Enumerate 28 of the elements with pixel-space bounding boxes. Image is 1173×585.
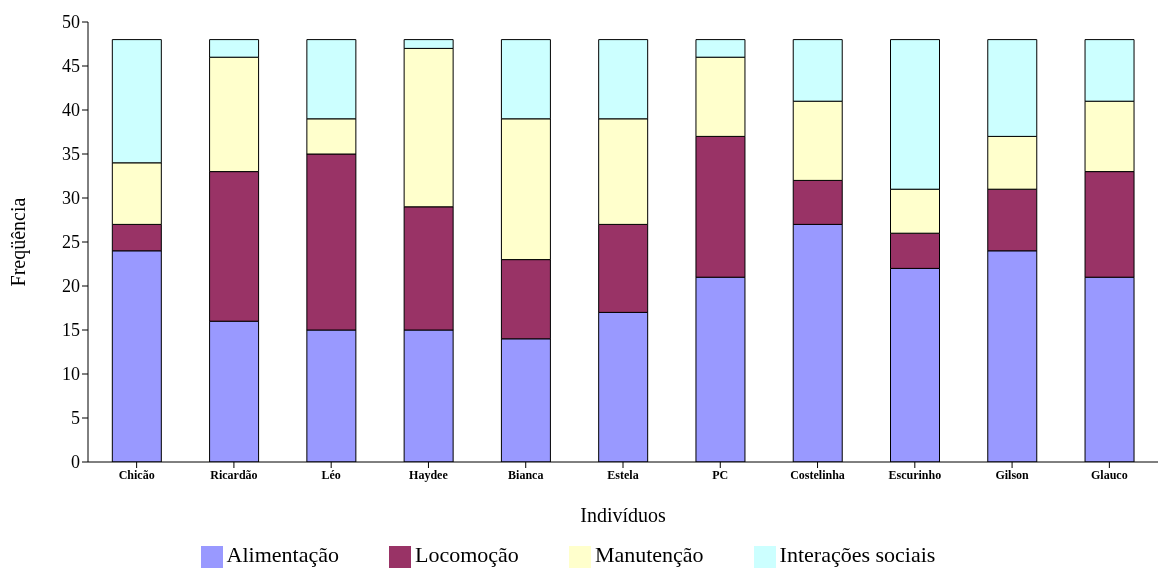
legend-label: Manutenção bbox=[594, 542, 704, 567]
y-tick-label: 5 bbox=[71, 408, 80, 429]
legend-label: Locomoção bbox=[415, 542, 519, 567]
y-tick-label: 35 bbox=[62, 144, 80, 165]
x-tick-label: Bianca bbox=[508, 467, 544, 482]
y-tick-label: 50 bbox=[62, 12, 80, 33]
legend-label: Interações sociais bbox=[779, 542, 936, 567]
y-tick-label: 45 bbox=[62, 56, 80, 77]
x-tick-label: Estela bbox=[607, 467, 639, 482]
legend-label: Alimentação bbox=[226, 542, 340, 567]
x-tick-label: Costelinha bbox=[790, 467, 845, 482]
y-tick-label: 25 bbox=[62, 232, 80, 253]
x-tick-label: Ricardão bbox=[210, 467, 258, 482]
y-axis-title: Freqüência bbox=[7, 197, 31, 287]
x-tick-label: Gilson bbox=[995, 467, 1030, 482]
x-tick-label: Escurinho bbox=[888, 467, 942, 482]
x-tick-label: Chicão bbox=[118, 467, 155, 482]
y-tick-label: 30 bbox=[62, 188, 80, 209]
y-tick-label: 15 bbox=[62, 320, 80, 341]
x-tick-label: Haydee bbox=[409, 467, 449, 482]
x-tick-label: Léo bbox=[321, 467, 341, 482]
x-tick-label: Glauco bbox=[1091, 467, 1128, 482]
x-axis-title: Indivíduos bbox=[580, 504, 666, 526]
x-tick-label: PC bbox=[712, 467, 729, 482]
y-tick-label: 0 bbox=[71, 452, 80, 473]
y-tick-label: 10 bbox=[62, 364, 80, 385]
y-tick-label: 40 bbox=[62, 100, 80, 121]
y-tick-label: 20 bbox=[62, 276, 80, 297]
